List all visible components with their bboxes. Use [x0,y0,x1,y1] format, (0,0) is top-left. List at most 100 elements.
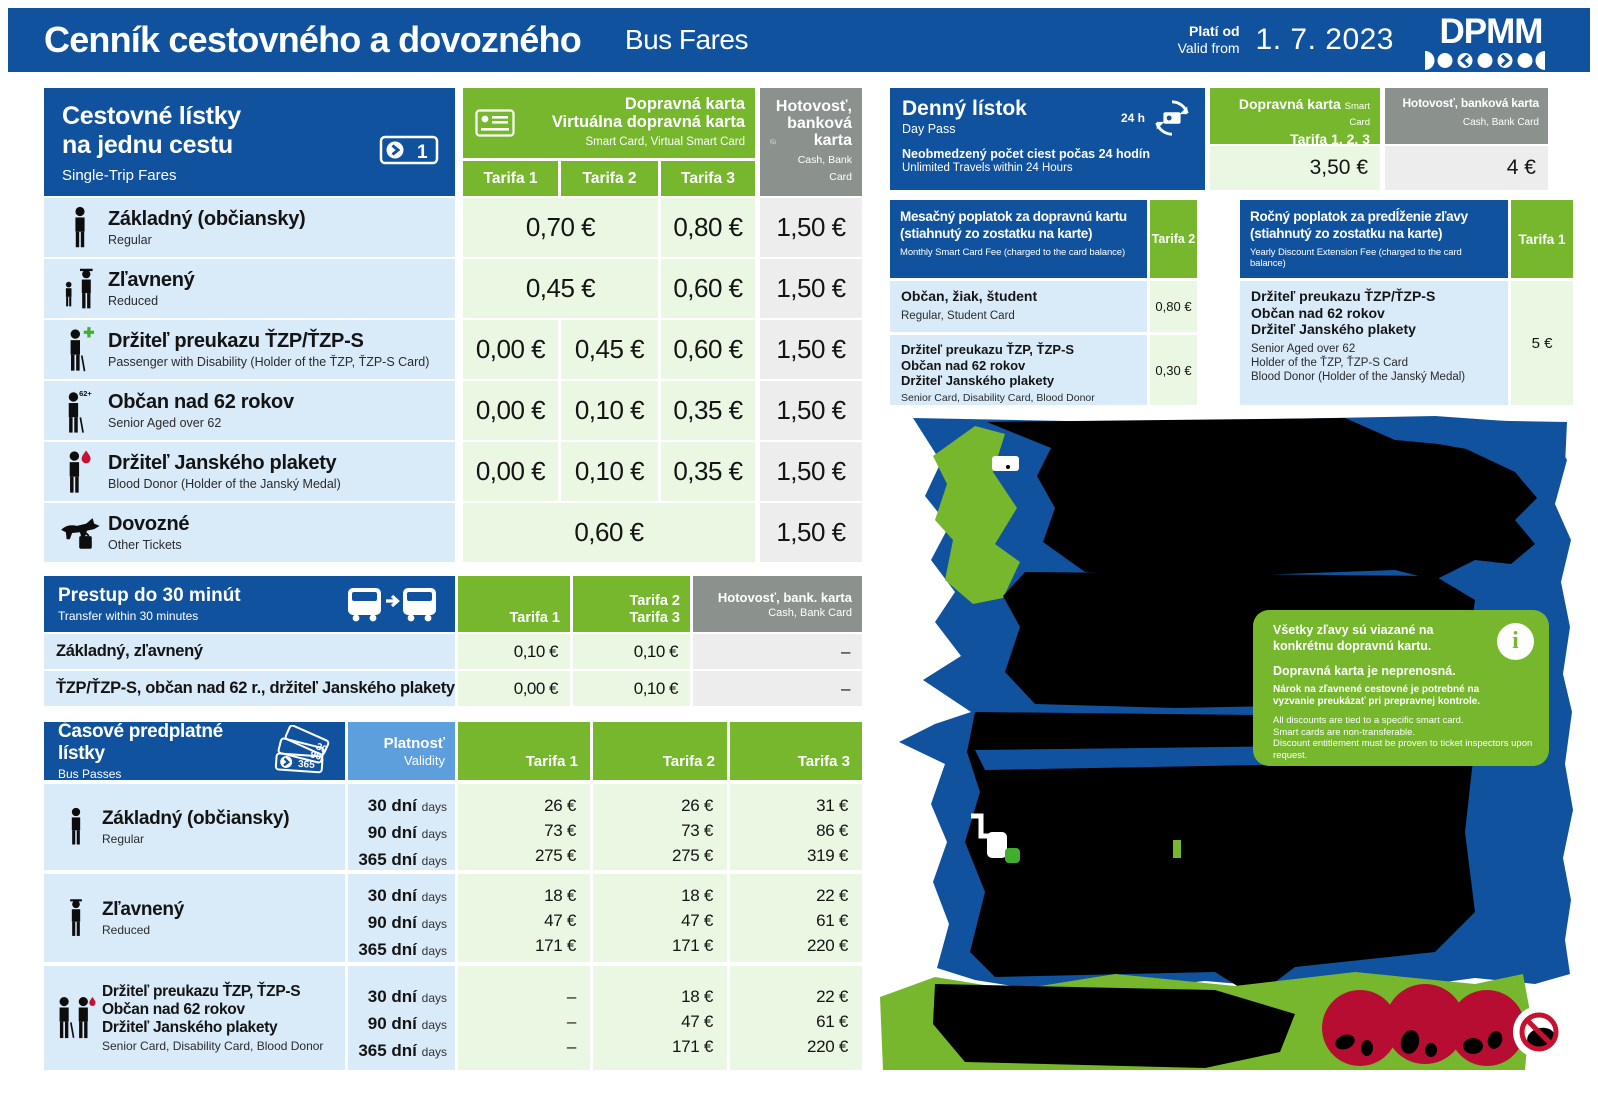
fare-cell: 0,10 € [558,379,658,440]
fare: 220 € [806,936,848,955]
row-label-en: Passenger with Disability (Holder of the… [108,355,430,369]
label-en: Senior Aged over 62 [1251,342,1356,355]
fare-cell: 0,00 € [455,379,558,440]
label-sk: Držiteľ preukazu ŤZP, ŤZP-S [901,342,1075,357]
fare: 26 € [544,796,576,815]
person-icon [50,806,102,848]
label-en: Blood Donor (Holder of the Janský Medal) [1251,370,1466,383]
info-icon: i [1497,623,1534,660]
row-label-sk: Základný (občiansky) [102,808,290,829]
period-unit: days [421,1018,447,1032]
cash-label: Hotovosť, banková karta [1402,96,1539,110]
single-trip-table: Cestovné lístky na jednu cestu Single-Tr… [44,88,862,562]
period: 365 dní [358,940,417,959]
fare-cell: 0,70 € [455,196,658,257]
yearly-fee-title2: (stiahnutý zo zostatku na karte) [1250,225,1443,241]
passes-tickets-icon: 30 90 365 [274,725,330,774]
two-persons-blood-icon [50,994,102,1042]
fare: 319 € [806,846,848,865]
senior-person-icon: 62+ [52,388,108,434]
fare: 275 € [534,846,576,865]
cash-label-sk: Hotovosť, bank. karta [717,589,852,605]
fare: 73 € [544,821,576,840]
fare: – [566,1012,576,1031]
page-title-en: Bus Fares [624,24,749,55]
row-label-en: Regular [102,832,145,846]
disability-person-icon [52,326,108,373]
single-trip-title: Cestovné lístky na jednu cestu Single-Tr… [44,88,455,196]
validity-en: Validity [404,752,445,768]
badge-24h-text: 24 h [1120,111,1145,125]
transfer-tarifa1-header: Tarifa 1 [455,576,570,632]
monthly-fee-title1: Mesačný poplatok za dopravnú kartu [900,209,1127,224]
info-en-line1: All discounts are tied to a specific sma… [1273,715,1464,726]
period: 90 dní [367,1014,417,1033]
fare-cell: 0,60 € [658,318,755,379]
period-unit: days [421,890,447,904]
tarifa-1-header: Tarifa 1 [455,158,558,196]
senior-badge: 62+ [79,389,92,398]
passes-tarifa3-header: Tarifa 3 [727,722,862,780]
smart-card-header: Dopravná karta Virtuálna dopravná karta … [455,88,755,158]
row-label-sk: Občan nad 62 rokov [102,1001,245,1018]
monthly-fee-tarifa: Tarifa 2 [1150,200,1197,278]
cash-header: Hotovosť, banková karta Cash, Bank Card [755,88,862,196]
fare-cell-cash: 1,50 € [755,196,862,257]
row-label-sk: Držiteľ preukazu ŤZP/ŤZP-S [108,330,364,352]
transfer-cash-header: Hotovosť, bank. karta Cash, Bank Card [690,576,862,632]
info-line3: Nárok na zľavnené cestovné je potrebné n… [1273,684,1481,707]
reduced-person-icon [50,897,102,939]
validity-sk: Platnosť [383,734,445,752]
fare-cell: 0,45 € [558,318,658,379]
cash-small: Cash, Bank Card [1462,117,1539,128]
period-unit: days [421,1045,447,1059]
fare-cell-cash: – [690,632,862,669]
yearly-fee-title1: Ročný poplatok za predĺženie zľavy [1250,209,1468,224]
blood-donor-icon [52,449,108,495]
pass-fares-t1: 18 € 47 € 171 € [455,870,590,962]
cash-header-en: Cash, Bank Card [797,154,852,183]
dog-luggage-icon [52,513,108,553]
label-sk: Držiteľ Janského plakety [901,373,1055,388]
validity-header: Platnosť Validity [345,722,455,780]
label-en: Holder of the ŤZP, ŤZP-S Card [1251,356,1409,369]
cash-header-line1: Hotovosť, [775,98,852,115]
cash-header-line3: karta [813,132,852,149]
row-label-en: Blood Donor (Holder of the Janský Medal) [108,477,341,491]
day-pass-panel: Denný lístok Day Pass 24 h Neobmedzený p… [890,88,1205,190]
yearly-fee-title-en: Yearly Discount Extension Fee (charged t… [1250,247,1462,269]
validity-cell: 30 dní days 90 dní days 365 dní days [345,870,455,962]
yearly-fee-header: Ročný poplatok za predĺženie zľavy (stia… [1240,200,1508,278]
period: 365 dní [358,850,417,869]
row-label-sk: Základný (občiansky) [108,208,306,230]
transfer-table: Prestup do 30 minút Transfer within 30 m… [44,576,862,706]
validator-icon [971,813,1020,863]
monthly-fee-row2-label: Držiteľ preukazu ŤZP, ŤZP-S Občan nad 62… [890,335,1147,405]
valid-from-sk: Platí od [1188,23,1240,39]
label-sk: Občan nad 62 rokov [1251,304,1385,321]
smart-card-icon [475,109,515,137]
fare-cell-cash: 1,50 € [755,440,862,501]
label-sk: Držiteľ Janského plakety [1251,321,1416,337]
tarifa-3-header: Tarifa 3 [658,158,755,196]
cash-card-icon [770,139,776,145]
redaction-blob [965,712,1475,997]
fare: – [566,987,576,1006]
single-trip-title-en: Single-Trip Fares [62,167,177,184]
fare-cell: 0,00 € [455,318,558,379]
period: 30 dní [367,886,417,905]
fare: 171 € [534,936,576,955]
row-label-sk: Zľavnený [108,269,195,291]
row-label-en: Other Tickets [108,538,182,552]
fare: 171 € [671,1037,713,1056]
fare-cell-cash: 1,50 € [755,318,862,379]
card-icon [992,456,1019,471]
redaction-blob [933,984,1295,1068]
yearly-fee-row-label: Držiteľ preukazu ŤZP/ŤZP-S Občan nad 62 … [1240,281,1508,405]
period-unit: days [421,854,447,868]
cash-label-en: Cash, Bank Card [768,606,852,619]
smart-tariffs: Tarifa 1, 2, 3 [1290,131,1370,147]
fare-cell: 0,10 € [570,632,690,669]
fare: 171 € [671,936,713,955]
transfer-row-label: Základný, zľavnený [44,632,455,669]
